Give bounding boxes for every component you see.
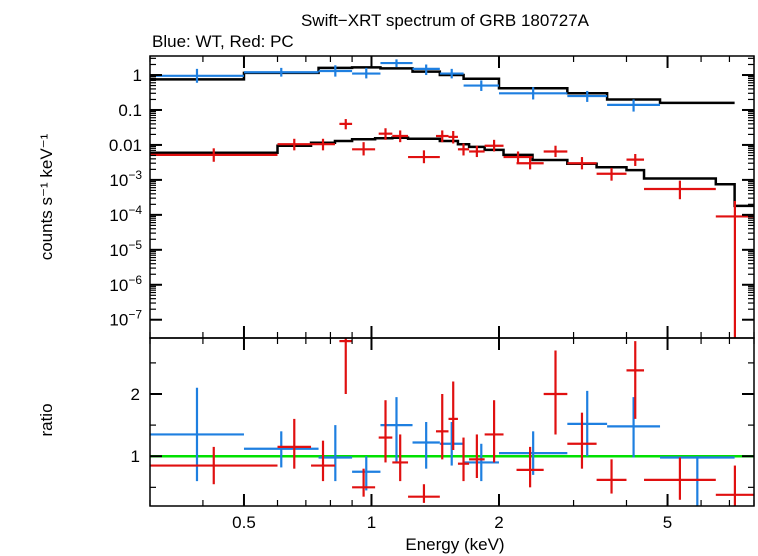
panel-frame-1 bbox=[149, 337, 755, 507]
ratio-point-s1-16 bbox=[596, 459, 627, 494]
spectrum-point-s0-2 bbox=[318, 65, 353, 77]
ratio-point-s0-11 bbox=[660, 456, 735, 506]
spectrum-point-s1-20 bbox=[715, 200, 754, 338]
spectrum-y-tick-label-0: 1 bbox=[133, 66, 142, 85]
spectrum-y-tick-label-4: 10−4 bbox=[109, 203, 142, 225]
spectrum-y-axis-label: counts s⁻¹ keV⁻¹ bbox=[37, 133, 56, 260]
spectrum-point-s1-15 bbox=[543, 145, 568, 158]
panel-frame-0 bbox=[149, 55, 755, 339]
ratio-point-s1-11 bbox=[469, 434, 485, 478]
x-tick-label-2: 2 bbox=[494, 513, 503, 532]
x-tick-label-0: 0.5 bbox=[232, 513, 256, 532]
spectrum-point-s1-19 bbox=[644, 180, 716, 200]
ratio-point-s1-19 bbox=[715, 465, 754, 506]
ratio-point-s0-5 bbox=[412, 422, 440, 469]
spectrum-point-s1-10 bbox=[457, 143, 470, 156]
spectrum-point-s1-7 bbox=[408, 150, 440, 164]
spectrum-point-s0-1 bbox=[243, 67, 319, 77]
ratio-point-s1-9 bbox=[448, 381, 458, 450]
spectrum-point-s1-5 bbox=[378, 128, 393, 140]
spectrum-y-tick-label-1: 0.1 bbox=[118, 101, 142, 120]
ratio-point-s1-13 bbox=[516, 446, 544, 488]
spectrum-point-s1-14 bbox=[516, 157, 544, 170]
spectrum-point-s0-7 bbox=[463, 80, 499, 91]
ratio-point-s1-6 bbox=[392, 434, 409, 482]
model-line-1 bbox=[150, 136, 754, 208]
spectrum-point-s1-11 bbox=[469, 145, 485, 158]
spectrum-point-s1-6 bbox=[392, 130, 409, 143]
ratio-point-s1-18 bbox=[644, 457, 716, 500]
spectrum-y-tick-label-3: 10−3 bbox=[109, 168, 142, 190]
spectrum-point-s0-3 bbox=[352, 67, 381, 79]
spectrum-point-s0-8 bbox=[498, 87, 568, 100]
spectrum-y-tick-label-6: 10−6 bbox=[109, 273, 142, 295]
ratio-point-s0-10 bbox=[607, 397, 661, 458]
ratio-point-s0-9 bbox=[567, 390, 608, 457]
ratio-point-s1-7 bbox=[408, 484, 440, 503]
ratio-y-tick-label-1: 2 bbox=[131, 385, 140, 404]
spectrum-y-tick-label-2: 0.01 bbox=[109, 136, 142, 155]
ratio-point-s0-0 bbox=[150, 387, 244, 482]
spectrum-point-s1-3 bbox=[339, 119, 353, 130]
spectrum-point-s0-5 bbox=[412, 64, 440, 76]
ratio-y-tick-label-0: 1 bbox=[131, 447, 140, 466]
ratio-point-s1-8 bbox=[435, 394, 449, 460]
ratio-point-s1-14 bbox=[543, 350, 568, 435]
ratio-point-s1-17 bbox=[626, 341, 645, 419]
x-axis-label: Energy (keV) bbox=[405, 535, 504, 554]
spectrum-point-s0-4 bbox=[380, 59, 413, 67]
ratio-point-s1-15 bbox=[567, 412, 597, 469]
ratio-point-s0-2 bbox=[318, 425, 353, 482]
spectrum-y-tick-label-7: 10−7 bbox=[109, 308, 142, 330]
x-tick-label-1: 1 bbox=[367, 513, 376, 532]
spectrum-y-tick-label-5: 10−5 bbox=[109, 238, 142, 260]
spectrum-point-s1-13 bbox=[503, 151, 533, 164]
ratio-point-s1-12 bbox=[484, 400, 504, 463]
ratio-point-s1-3 bbox=[339, 338, 353, 394]
ratio-point-s0-1 bbox=[243, 431, 319, 468]
spectrum-point-s1-2 bbox=[311, 138, 335, 151]
spectrum-point-s1-9 bbox=[448, 131, 458, 144]
spectrum-point-s1-4 bbox=[352, 142, 376, 156]
ratio-point-s1-0 bbox=[150, 446, 278, 485]
ratio-point-s0-6 bbox=[439, 422, 464, 466]
ratio-point-s1-10 bbox=[457, 437, 470, 482]
ratio-y-axis-label: ratio bbox=[37, 403, 56, 436]
spectrum-point-s1-18 bbox=[626, 154, 645, 166]
ratio-point-s0-3 bbox=[352, 456, 381, 491]
spectrum-point-s1-0 bbox=[150, 148, 278, 162]
spectrum-point-s1-8 bbox=[435, 130, 449, 143]
ratio-point-s1-2 bbox=[311, 440, 335, 482]
spectrum-point-s1-1 bbox=[277, 138, 312, 151]
chart-title: Swift−XRT spectrum of GRB 180727A bbox=[301, 11, 590, 30]
spectrum-point-s1-16 bbox=[567, 157, 597, 170]
ratio-point-s1-1 bbox=[277, 418, 312, 469]
chart-subtitle: Blue: WT, Red: PC bbox=[152, 32, 294, 51]
spectrum-point-s0-9 bbox=[567, 90, 608, 102]
spectrum-point-s0-6 bbox=[439, 68, 464, 79]
spectrum-point-s1-12 bbox=[484, 139, 504, 152]
ratio-point-s1-5 bbox=[378, 400, 393, 463]
x-tick-label-3: 5 bbox=[663, 513, 672, 532]
ratio-point-s1-4 bbox=[352, 468, 376, 497]
spectrum-point-s0-10 bbox=[607, 99, 661, 112]
ratio-point-s0-8 bbox=[498, 431, 568, 475]
spectrum-point-s0-0 bbox=[150, 68, 244, 83]
spectrum-point-s1-17 bbox=[596, 167, 627, 181]
